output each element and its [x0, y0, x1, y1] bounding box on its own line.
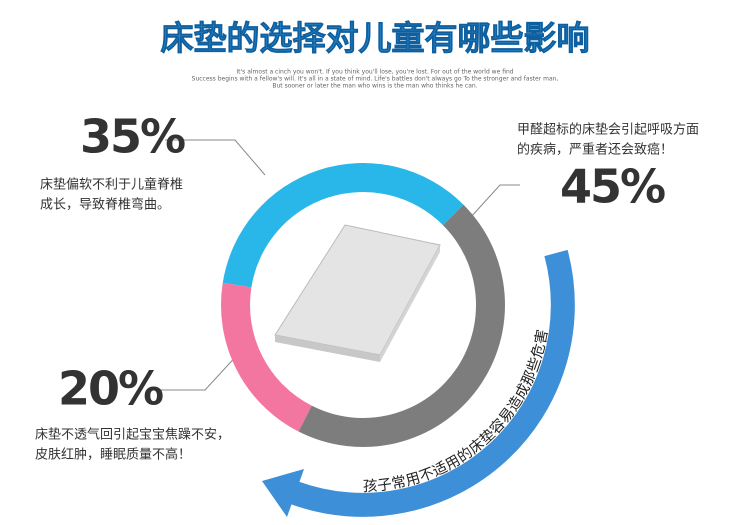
- arrow-head: [262, 469, 304, 517]
- leader-line: [469, 184, 520, 219]
- donut-segment: [298, 204, 505, 447]
- subtitle-line: But sooner or later the man who wins is …: [272, 83, 477, 90]
- description: 成长，导致脊椎弯曲。: [40, 197, 170, 213]
- mattress: [274, 224, 441, 362]
- leader-line: [165, 139, 266, 176]
- description: 床垫不透气回引起宝宝焦躁不安，: [35, 427, 230, 443]
- leaders: [160, 139, 520, 391]
- value-label: 20%: [58, 362, 163, 416]
- chart-title: 床垫的选择对儿童有哪些影响: [161, 19, 590, 58]
- arrow-band: [290, 249, 575, 517]
- value-label: 35%: [80, 110, 185, 164]
- description: 的疾病，严重者还会致癌！: [517, 142, 673, 158]
- donut-segment: [221, 282, 312, 432]
- donut-segment: [222, 162, 464, 288]
- leader-line: [160, 351, 241, 391]
- subtitle-line: It's almost a cinch you won't. If you th…: [236, 69, 513, 76]
- subtitle-line: Success begins with a fellow's will. It'…: [192, 76, 559, 83]
- description: 皮肤红肿，睡眠质量不高！: [35, 447, 191, 463]
- value-label: 45%: [560, 160, 665, 214]
- subtitle: It's almost a cinch you won't. If you th…: [192, 69, 559, 90]
- description: 甲醛超标的床垫会引起呼吸方面: [517, 122, 699, 138]
- description: 床垫偏软不利于儿童脊椎: [40, 177, 183, 193]
